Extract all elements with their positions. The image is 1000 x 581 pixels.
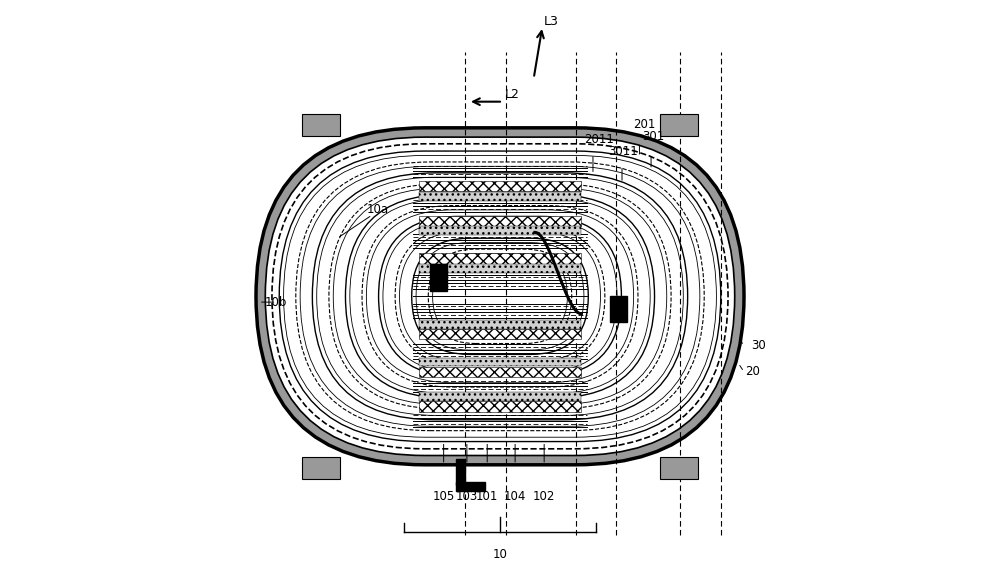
- Bar: [302, 457, 340, 479]
- Text: 30: 30: [751, 339, 766, 352]
- Bar: [419, 216, 581, 226]
- Bar: [419, 358, 581, 367]
- Bar: [419, 401, 581, 412]
- Bar: [419, 367, 581, 377]
- Text: 10a: 10a: [367, 203, 389, 216]
- Bar: [660, 114, 698, 136]
- Bar: [660, 457, 698, 479]
- Text: 10: 10: [493, 548, 507, 561]
- Text: 20: 20: [745, 365, 760, 378]
- Bar: [419, 320, 581, 329]
- Bar: [302, 114, 340, 136]
- FancyBboxPatch shape: [256, 128, 744, 465]
- Text: L3: L3: [544, 15, 559, 28]
- Bar: [419, 253, 581, 264]
- Bar: [456, 459, 465, 485]
- FancyBboxPatch shape: [265, 137, 735, 456]
- Text: 201: 201: [633, 119, 655, 131]
- Bar: [419, 329, 581, 339]
- Text: 101: 101: [476, 490, 498, 503]
- Text: 3011: 3011: [608, 145, 638, 157]
- Bar: [419, 264, 581, 272]
- Text: 105: 105: [433, 490, 455, 503]
- Text: 2011: 2011: [584, 133, 614, 146]
- Bar: [419, 227, 581, 235]
- Bar: [419, 192, 581, 201]
- Bar: [456, 482, 485, 491]
- Bar: [430, 264, 447, 290]
- Text: 301: 301: [642, 130, 664, 143]
- Text: 103: 103: [456, 490, 478, 503]
- Text: L2: L2: [505, 88, 520, 101]
- Bar: [610, 296, 627, 322]
- Text: 104: 104: [504, 490, 526, 503]
- Text: 102: 102: [533, 490, 555, 503]
- Text: 10b: 10b: [265, 296, 288, 309]
- Bar: [419, 392, 581, 401]
- Bar: [419, 181, 581, 191]
